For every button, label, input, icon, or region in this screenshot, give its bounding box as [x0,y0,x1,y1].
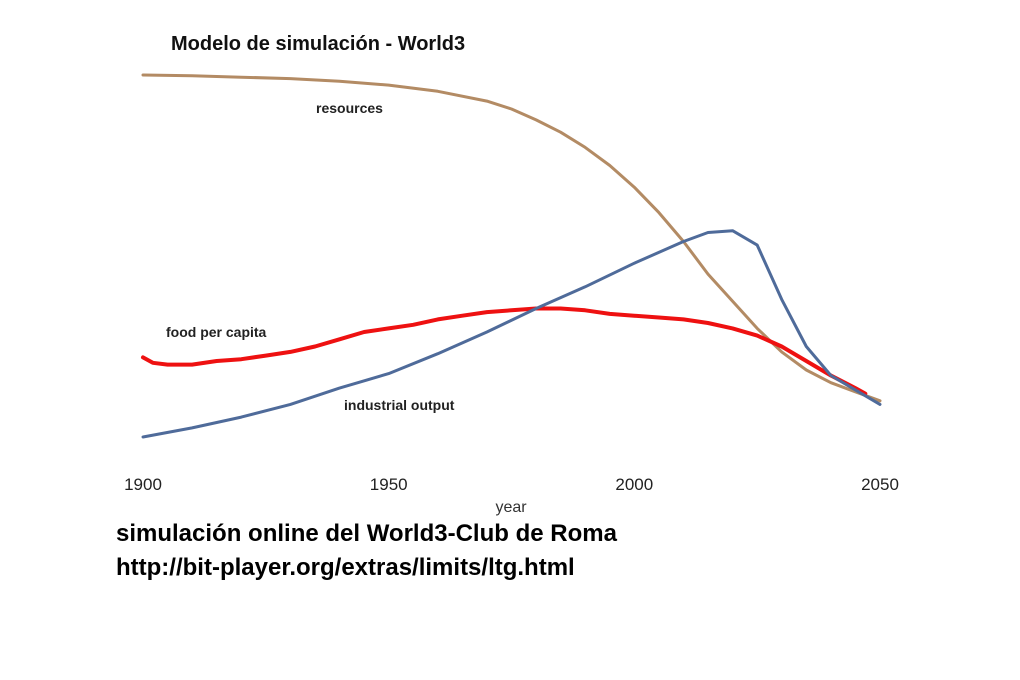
ticks-layer: 1900 1950 2000 2050 [124,475,899,494]
series-label-industrial-output: industrial output [344,397,455,413]
labels-layer: resources food per capita industrial outpu… [166,100,455,413]
series-line-industrial-output [141,229,882,439]
x-tick-label-1950: 1950 [370,475,408,494]
x-tick-label-2050: 2050 [861,475,899,494]
chart-title: Modelo de simulación - World3 [171,33,466,55]
x-tick-label-2000: 2000 [615,475,653,494]
caption-line-1: simulación online del World3-Club de Rom… [116,520,617,547]
series-label-resources: resources [316,100,383,116]
x-tick-label-1900: 1900 [124,475,162,494]
series-line-resources [141,73,882,403]
chart: resources food per capita industrial outpu… [124,73,899,516]
series-label-food-per-capita: food per capita [166,324,267,340]
caption-url: http://bit-player.org/extras/limits/ltg.… [116,554,575,581]
series-line-food-per-capita [141,306,868,396]
x-axis-label: year [495,499,527,516]
series-layer [141,73,882,439]
